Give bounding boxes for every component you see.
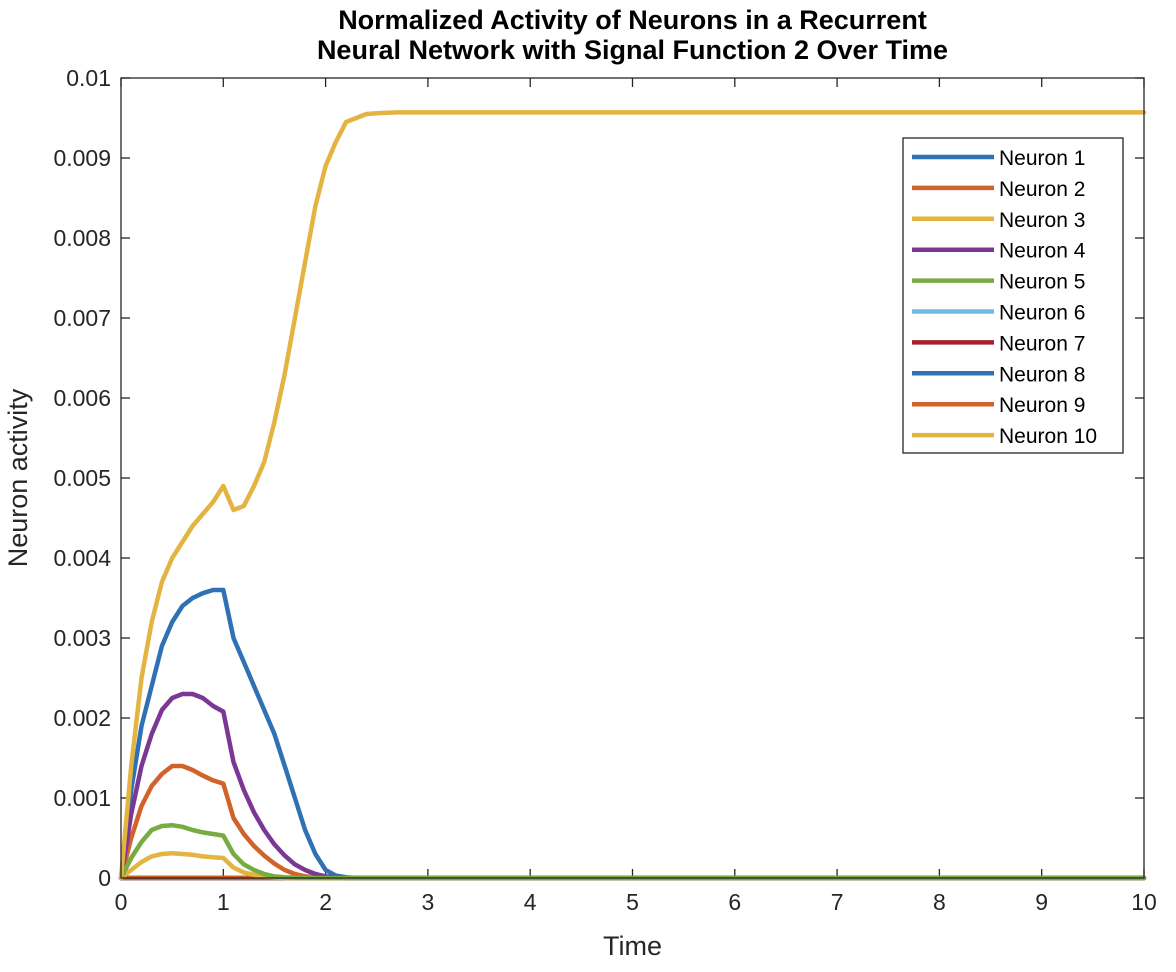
legend: Neuron 1 Neuron 2 Neuron 3 Neuron 4 Neuron 5… [902,137,1124,454]
x-tick-label: 4 [524,889,537,915]
legend-label: Neuron 3 [999,209,1085,232]
series-line-neuron-10 [118,110,1147,881]
chart-title-line-2: Neural Network with Signal Function 2 Ov… [317,35,948,65]
y-tick-label: 0.003 [53,625,111,651]
series-line-neuron-2 [118,763,1147,881]
y-tick-label: 0.008 [53,225,111,251]
legend-label: Neuron 4 [999,240,1086,263]
series-line-neuron-1 [118,587,1147,881]
legend-label: Neuron 1 [999,147,1085,170]
x-tick-label: 8 [933,889,946,915]
x-axis-label: Time [603,931,662,961]
chart-title-line-1: Normalized Activity of Neurons in a Recu… [338,5,927,35]
y-tick-label: 0.007 [53,305,111,331]
series-line-neuron-4 [118,691,1147,881]
y-tick-label: 0.005 [53,465,111,491]
x-tick-label: 2 [319,889,332,915]
legend-label: Neuron 8 [999,363,1085,386]
x-tick-label: 10 [1131,889,1157,915]
x-axis-ticks: 0 1 2 3 4 5 6 7 8 9 10 [115,78,1157,915]
legend-label: Neuron 2 [999,178,1085,201]
x-tick-label: 1 [217,889,230,915]
legend-label: Neuron 9 [999,394,1085,417]
y-tick-label: 0 [98,865,111,891]
y-axis-ticks: 0 0.001 0.002 0.003 0.004 0.005 0.006 0.007 0.00… [53,65,1144,891]
y-tick-label: 0.004 [53,545,111,571]
x-tick-label: 5 [626,889,639,915]
y-tick-label: 0.001 [53,785,111,811]
x-tick-label: 9 [1035,889,1048,915]
y-axis-label: Neuron activity [3,388,33,567]
x-tick-label: 7 [831,889,844,915]
chart-title: Normalized Activity of Neurons in a Recu… [317,5,948,65]
y-tick-label: 0.009 [53,145,111,171]
legend-label: Neuron 10 [999,425,1097,448]
legend-label: Neuron 6 [999,302,1085,325]
series-line-neuron-5 [118,822,1147,881]
x-tick-label: 6 [728,889,741,915]
legend-label: Neuron 5 [999,271,1085,294]
y-tick-label: 0.002 [53,705,111,731]
x-tick-label: 3 [422,889,435,915]
y-tick-label: 0.006 [53,385,111,411]
y-tick-label: 0.01 [66,65,111,91]
legend-box [902,137,1124,454]
axes-box [120,77,1145,879]
x-tick-label: 0 [115,889,128,915]
legend-label: Neuron 7 [999,332,1085,355]
